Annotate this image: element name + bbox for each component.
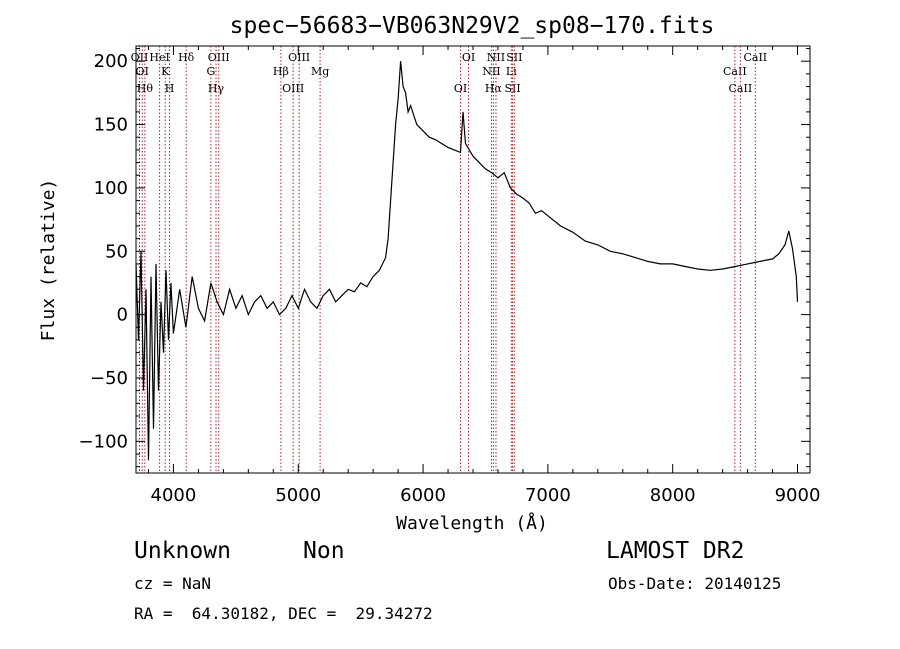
line-label: Li: [506, 65, 517, 78]
y-axis-label: Flux (relative): [38, 179, 59, 342]
line-label: OIII: [288, 51, 310, 64]
line-label: NII: [482, 65, 500, 78]
line-label: Hγ: [208, 82, 225, 95]
y-tick-label: 150: [94, 115, 128, 136]
survey-name: LAMOST DR2: [606, 538, 745, 564]
line-label: OI: [136, 65, 149, 78]
plot-frame: [135, 45, 811, 474]
object-class: Unknown: [134, 538, 231, 564]
x-tick-label: 8000: [650, 485, 696, 506]
y-tick-label: 200: [94, 51, 128, 72]
line-label: OI: [454, 82, 467, 95]
line-label: NII: [487, 51, 505, 64]
line-label: HeI: [149, 51, 169, 64]
y-tick-label: 0: [117, 305, 128, 326]
y-tick-label: 100: [94, 178, 128, 199]
x-tick-label: 9000: [775, 485, 821, 506]
line-label: Hθ: [137, 82, 154, 95]
line-label: Hδ: [178, 51, 195, 64]
line-label: OI: [462, 51, 475, 64]
x-tick-label: 6000: [400, 485, 446, 506]
x-tick-label: 7000: [525, 485, 571, 506]
line-label: OIII: [282, 82, 304, 95]
coordinates: RA = 64.30182, DEC = 29.34272: [134, 604, 433, 623]
plot-area: OIIOIHθHeIKHHδGHγOIIIHβOIIIOIIIMgOIOINII…: [131, 46, 799, 473]
obs-date: Obs-Date: 20140125: [608, 574, 782, 593]
y-tick-label: −100: [79, 431, 128, 452]
line-label: K: [161, 65, 170, 78]
line-label: CaII: [729, 82, 753, 95]
line-label: H: [165, 82, 175, 95]
line-label: OIII: [208, 51, 230, 64]
x-axis-label: Wavelength (Å): [396, 512, 548, 534]
y-tick-label: −50: [90, 368, 128, 389]
object-subclass: Non: [303, 538, 345, 564]
line-label: G: [206, 65, 215, 78]
line-label: CaII: [743, 51, 767, 64]
y-axis: −100 −50 0 50 100 150 200: [79, 48, 810, 468]
line-label: OII: [131, 51, 149, 64]
x-axis: 4000 5000 6000 7000 8000 9000: [147, 46, 821, 506]
line-label: Hβ: [273, 65, 289, 78]
y-tick-label: 50: [105, 241, 128, 262]
spectrum-line: [135, 61, 799, 461]
line-label: CaII: [723, 65, 747, 78]
redshift-text: cz = NaN: [134, 574, 212, 593]
x-tick-label: 5000: [275, 485, 321, 506]
chart-title: spec−56683−VB063N29V2_sp08−170.fits: [230, 13, 715, 39]
line-label: Mg: [311, 65, 329, 78]
line-label: SII: [506, 51, 522, 64]
line-label: Hα: [485, 82, 503, 95]
x-tick-label: 4000: [151, 485, 197, 506]
line-label: SII: [504, 82, 520, 95]
